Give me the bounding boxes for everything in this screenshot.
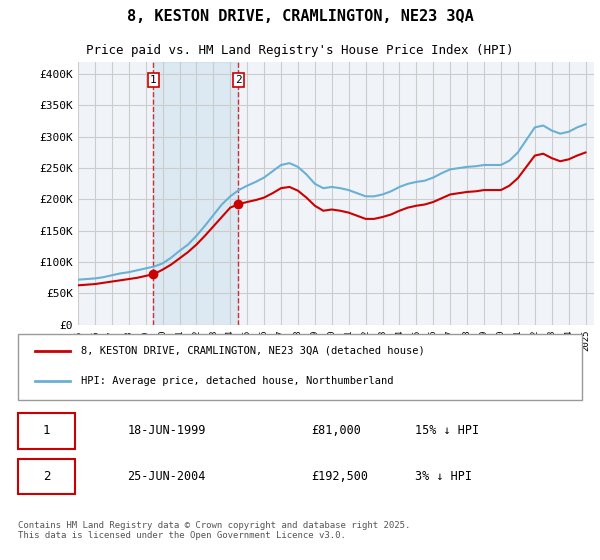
Text: 1: 1	[150, 75, 157, 85]
Text: 2: 2	[43, 470, 50, 483]
Text: 8, KESTON DRIVE, CRAMLINGTON, NE23 3QA: 8, KESTON DRIVE, CRAMLINGTON, NE23 3QA	[127, 10, 473, 24]
Text: 1: 1	[43, 424, 50, 437]
FancyBboxPatch shape	[18, 459, 76, 494]
Text: 18-JUN-1999: 18-JUN-1999	[127, 424, 206, 437]
Text: 25-JUN-2004: 25-JUN-2004	[127, 470, 206, 483]
Text: £81,000: £81,000	[311, 424, 361, 437]
Text: 8, KESTON DRIVE, CRAMLINGTON, NE23 3QA (detached house): 8, KESTON DRIVE, CRAMLINGTON, NE23 3QA (…	[81, 346, 425, 356]
Text: Price paid vs. HM Land Registry's House Price Index (HPI): Price paid vs. HM Land Registry's House …	[86, 44, 514, 57]
Text: £192,500: £192,500	[311, 470, 368, 483]
Text: Contains HM Land Registry data © Crown copyright and database right 2025.
This d: Contains HM Land Registry data © Crown c…	[18, 521, 410, 540]
Text: HPI: Average price, detached house, Northumberland: HPI: Average price, detached house, Nort…	[81, 376, 394, 386]
Text: 2: 2	[235, 75, 242, 85]
Text: 15% ↓ HPI: 15% ↓ HPI	[415, 424, 479, 437]
FancyBboxPatch shape	[18, 334, 582, 400]
FancyBboxPatch shape	[18, 413, 76, 449]
Bar	[154, 62, 238, 325]
Text: 3% ↓ HPI: 3% ↓ HPI	[415, 470, 472, 483]
